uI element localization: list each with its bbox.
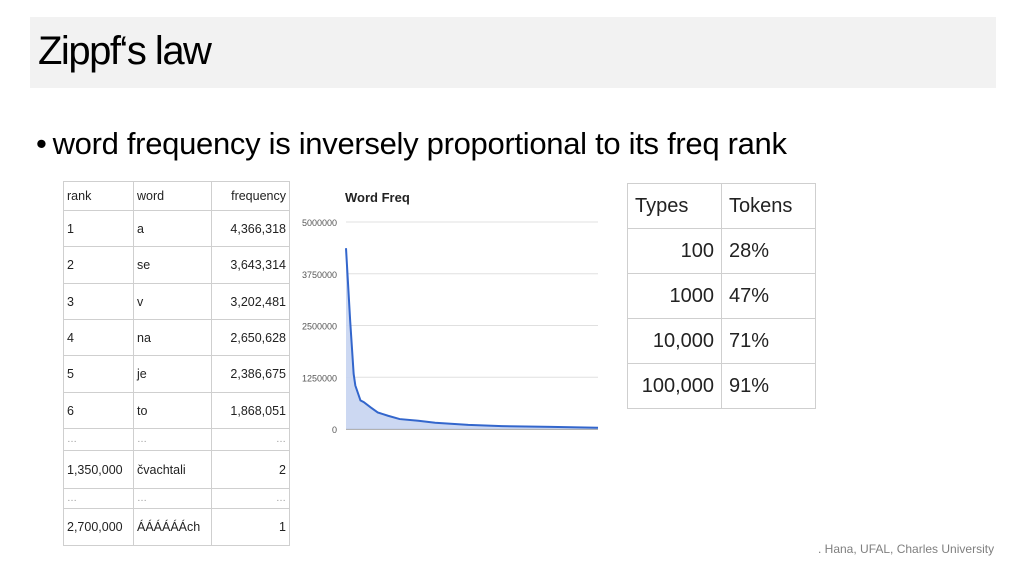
word-freq-chart: Word Freq 0 1250000 2500000 3750000 5000000 bbox=[302, 190, 599, 435]
table-row: 100 28% bbox=[627, 228, 816, 274]
y-tick-label: 3750000 bbox=[302, 270, 337, 280]
y-tick-label: 1250000 bbox=[302, 373, 337, 383]
table-cell: 3,202,481 bbox=[211, 283, 290, 320]
table-row: 2,700,000 ÁÁÁÁÁÁch 1 bbox=[63, 508, 290, 546]
types-tokens-table: Types Tokens 100 28% 1000 47% 10,000 71% 100,000… bbox=[627, 183, 816, 409]
table-cell: 10,000 bbox=[627, 318, 722, 364]
table-row: 1,350,000 čvachtali 2 bbox=[63, 450, 290, 489]
table-cell: je bbox=[133, 355, 212, 393]
table-cell: 1 bbox=[211, 508, 290, 546]
table-cell: … bbox=[63, 488, 134, 509]
table-cell: … bbox=[133, 428, 212, 451]
frequency-table: rank word frequency 1 a 4,366,318 2 se 3,643,314… bbox=[63, 181, 290, 546]
column-header: word bbox=[133, 181, 212, 211]
table-cell: 1 bbox=[63, 210, 134, 247]
table-cell: 6 bbox=[63, 392, 134, 429]
table-cell: 3,643,314 bbox=[211, 246, 290, 284]
table-cell: na bbox=[133, 319, 212, 356]
chart-title: Word Freq bbox=[345, 190, 410, 205]
table-row: 2 se 3,643,314 bbox=[63, 246, 290, 284]
table-cell: 1,868,051 bbox=[211, 392, 290, 429]
table-row: 1 a 4,366,318 bbox=[63, 210, 290, 247]
table-header-row: Types Tokens bbox=[627, 183, 816, 229]
y-tick-label: 2500000 bbox=[302, 322, 337, 332]
slide-title: Zippf‘s law bbox=[38, 29, 212, 73]
table-cell: 100 bbox=[627, 228, 722, 274]
table-cell: 91% bbox=[721, 363, 816, 409]
table-cell: 3 bbox=[63, 283, 134, 320]
table-cell: 4,366,318 bbox=[211, 210, 290, 247]
table-header-row: rank word frequency bbox=[63, 181, 290, 211]
table-row: ……… bbox=[63, 488, 290, 509]
table-row: 5 je 2,386,675 bbox=[63, 355, 290, 393]
bullet-point: • word frequency is inversely proportiona… bbox=[36, 126, 787, 162]
table-cell: ÁÁÁÁÁÁch bbox=[133, 508, 212, 546]
table-cell: … bbox=[211, 488, 290, 509]
table-cell: 100,000 bbox=[627, 363, 722, 409]
table-cell: 28% bbox=[721, 228, 816, 274]
column-header: Tokens bbox=[721, 183, 816, 229]
y-tick-label: 0 bbox=[332, 425, 337, 435]
area-fill bbox=[346, 248, 598, 429]
table-cell: 1000 bbox=[627, 273, 722, 319]
table-cell: 2,386,675 bbox=[211, 355, 290, 393]
table-cell: 71% bbox=[721, 318, 816, 364]
table-cell: to bbox=[133, 392, 212, 429]
table-cell: v bbox=[133, 283, 212, 320]
table-cell: a bbox=[133, 210, 212, 247]
table-cell: čvachtali bbox=[133, 450, 212, 489]
table-row: 6 to 1,868,051 bbox=[63, 392, 290, 429]
column-header: Types bbox=[627, 183, 722, 229]
table-row: ……… bbox=[63, 428, 290, 451]
bullet-icon: • bbox=[36, 126, 47, 161]
column-header: rank bbox=[63, 181, 134, 211]
table-row: 4 na 2,650,628 bbox=[63, 319, 290, 356]
series-line bbox=[345, 248, 599, 429]
table-cell: 2,700,000 bbox=[63, 508, 134, 546]
table-cell: 4 bbox=[63, 319, 134, 356]
table-cell: … bbox=[133, 488, 212, 509]
table-row: 3 v 3,202,481 bbox=[63, 283, 290, 320]
y-tick-label: 5000000 bbox=[302, 218, 337, 228]
table-cell: 1,350,000 bbox=[63, 450, 134, 489]
bullet-text: word frequency is inversely proportional… bbox=[52, 126, 787, 161]
table-cell: 2,650,628 bbox=[211, 319, 290, 356]
table-row: 10,000 71% bbox=[627, 318, 816, 364]
table-cell: 5 bbox=[63, 355, 134, 393]
table-cell: … bbox=[63, 428, 134, 451]
table-cell: 2 bbox=[211, 450, 290, 489]
table-cell: 47% bbox=[721, 273, 816, 319]
table-cell: … bbox=[211, 428, 290, 451]
table-cell: 2 bbox=[63, 246, 134, 284]
title-bar: Zippf‘s law bbox=[30, 17, 996, 88]
footer: . Hana, UFAL, Charles University bbox=[818, 542, 995, 556]
table-cell: se bbox=[133, 246, 212, 284]
column-header: frequency bbox=[211, 181, 290, 211]
table-row: 100,000 91% bbox=[627, 363, 816, 409]
table-row: 1000 47% bbox=[627, 273, 816, 319]
